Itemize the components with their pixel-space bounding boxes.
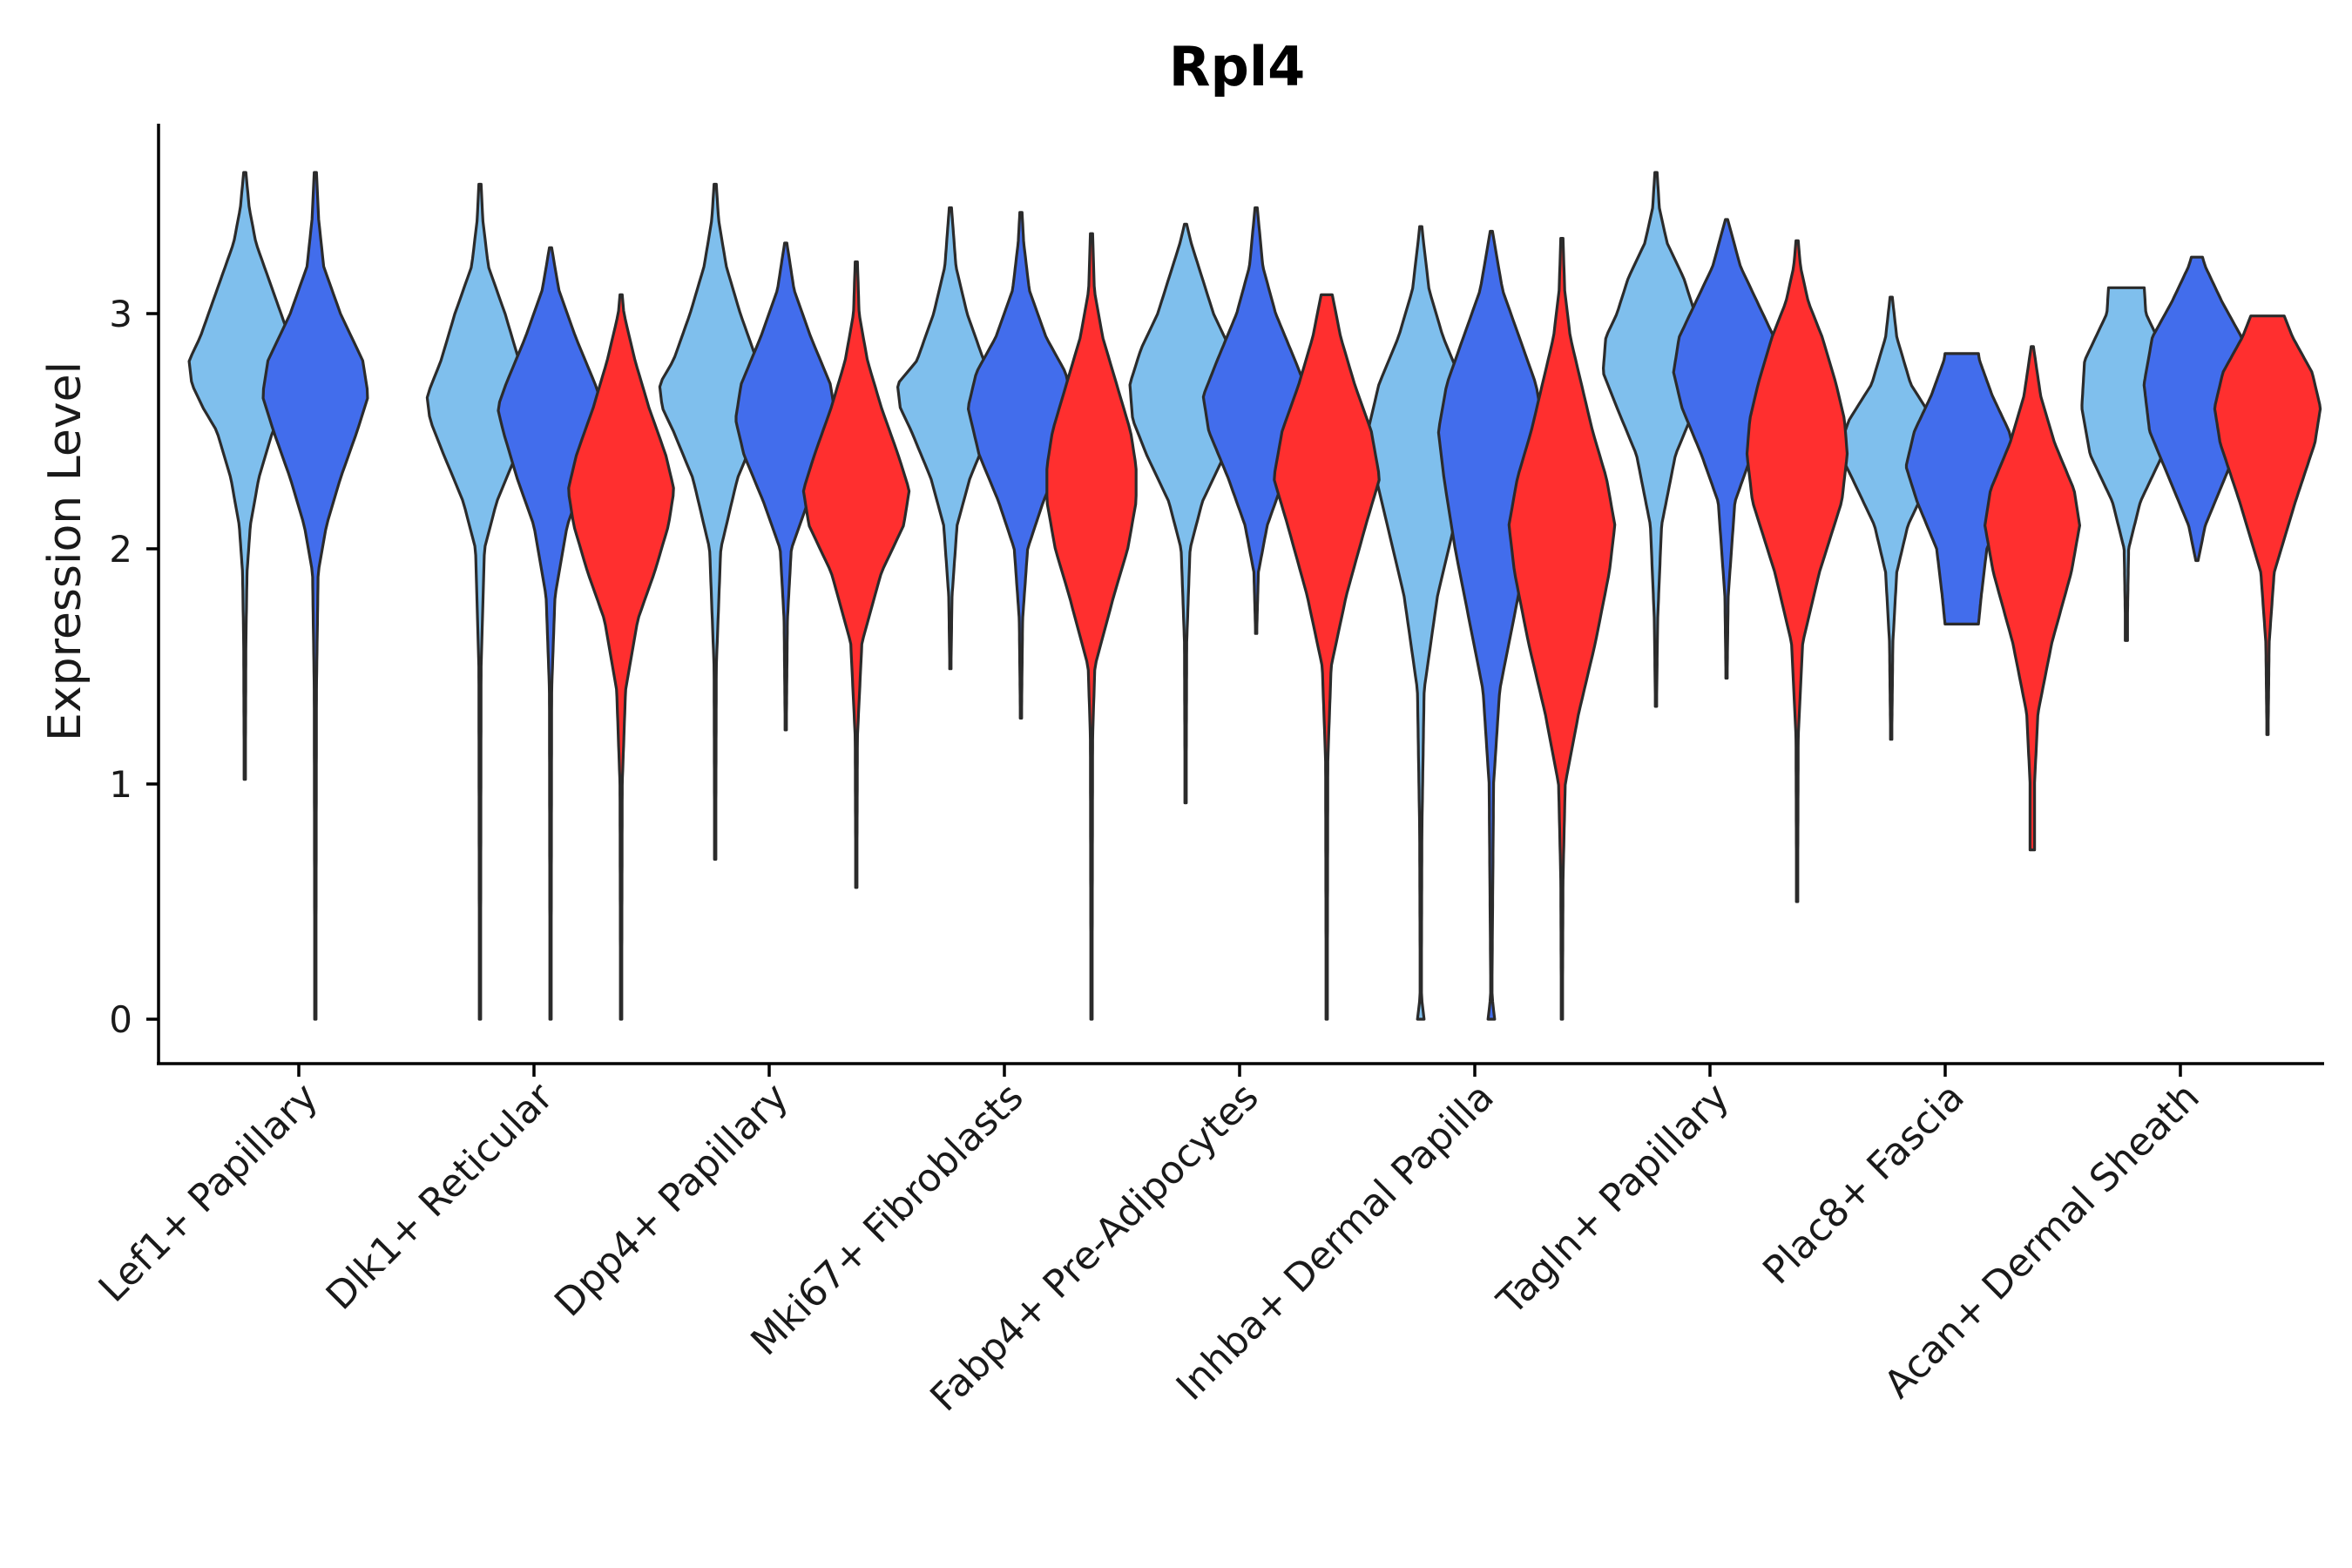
y-tick-label-1: 1 xyxy=(109,763,132,806)
violin-lef1-papillary-group-1 xyxy=(187,171,302,781)
y-tick-label-2: 2 xyxy=(109,528,132,571)
y-tick-label-0: 0 xyxy=(109,998,132,1041)
violin-inhba-dermal-papilla-group-1 xyxy=(1367,225,1475,1021)
x-tick-label: Tagln+ Papillary xyxy=(1489,1075,1738,1324)
chart-title: Rpl4 xyxy=(1169,35,1306,98)
y-tick-label-3: 3 xyxy=(109,293,132,335)
y-ticks: 0 1 2 3 xyxy=(109,293,159,1041)
violin-fabp4-pre-adipocytes-group-3 xyxy=(1273,293,1381,1021)
violin-dpp4-papillary-group-3 xyxy=(801,260,911,889)
violin-tagln-papillary-group-3 xyxy=(1745,239,1849,903)
violin-lef1-papillary-group-2 xyxy=(261,171,369,1021)
violin-dlk1-reticular-group-1 xyxy=(425,182,535,1021)
violin-mki67-fibroblasts-group-3 xyxy=(1045,232,1138,1021)
violin-inhba-dermal-papilla-group-2 xyxy=(1436,229,1546,1021)
violin-plac8-fascia-group-1 xyxy=(1836,295,1946,741)
y-axis-label: Expression Level xyxy=(39,362,91,741)
violin-tagln-papillary-group-2 xyxy=(1672,218,1781,680)
violin-dlk1-reticular-group-3 xyxy=(567,293,675,1021)
x-tick-label: Dlk1+ Reticular xyxy=(318,1074,563,1319)
violin-mki67-fibroblasts-group-2 xyxy=(967,211,1075,720)
violin-fabp4-pre-adipocytes-group-1 xyxy=(1128,222,1243,805)
violin-dpp4-papillary-group-2 xyxy=(734,241,837,732)
violin-dpp4-papillary-group-1 xyxy=(658,182,773,861)
violin-mki67-fibroblasts-group-1 xyxy=(896,206,1004,671)
violin-dlk1-reticular-group-2 xyxy=(497,246,605,1021)
violins-layer xyxy=(187,171,2322,1021)
violin-acan-dermal-sheath-group-3 xyxy=(2213,314,2322,736)
x-tick-label: Dpp4+ Papillary xyxy=(546,1075,797,1326)
violin-inhba-dermal-papilla-group-3 xyxy=(1507,237,1617,1021)
x-tick-label: Plac8+ Fascia xyxy=(1754,1075,1973,1294)
violin-tagln-papillary-group-1 xyxy=(1602,171,1710,708)
x-tick-label: Lef1+ Papillary xyxy=(91,1075,327,1311)
violin-plac8-fascia-group-3 xyxy=(1984,345,2081,852)
